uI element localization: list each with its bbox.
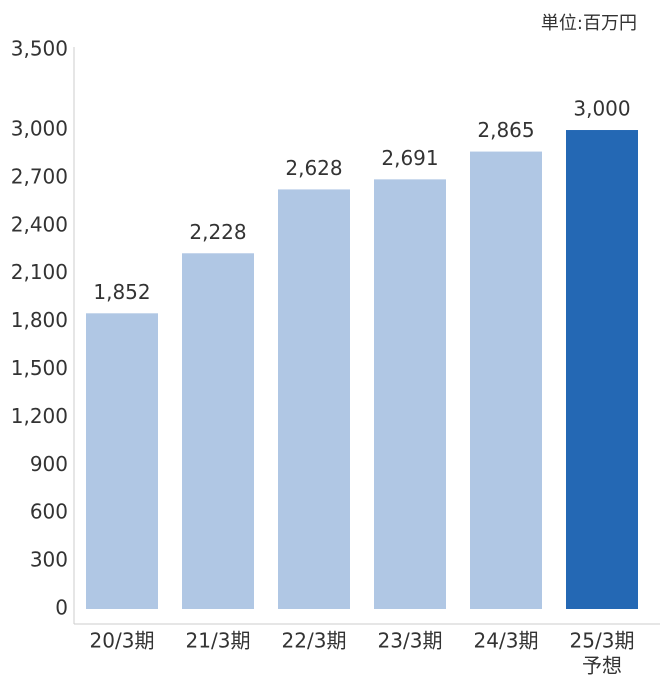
bar	[278, 189, 350, 610]
y-tick-label: 900	[30, 452, 68, 476]
y-tick-label: 2,100	[11, 260, 68, 284]
value-label: 3,000	[573, 97, 630, 121]
x-tick-label: 24/3期	[474, 629, 539, 653]
bar	[566, 130, 638, 610]
x-tick-label: 25/3期	[570, 629, 635, 653]
x-tick-label: 21/3期	[186, 629, 251, 653]
bar	[182, 253, 254, 609]
y-tick-label: 3,000	[11, 117, 68, 141]
value-label: 2,228	[189, 220, 246, 244]
y-tick-label: 1,800	[11, 308, 68, 332]
value-label: 1,852	[93, 280, 150, 304]
bar	[470, 151, 542, 609]
y-tick-label: 300	[30, 548, 68, 572]
bar	[86, 313, 158, 609]
value-label: 2,628	[285, 156, 342, 180]
y-tick-label: 600	[30, 500, 68, 524]
bar	[374, 179, 446, 609]
y-tick-label: 0	[55, 596, 68, 620]
x-tick-label: 20/3期	[90, 629, 155, 653]
y-tick-label: 2,700	[11, 164, 68, 188]
value-label: 2,865	[477, 118, 534, 142]
y-tick-label: 3,500	[11, 37, 68, 61]
unit-label: 単位:百万円	[541, 13, 637, 34]
y-tick-label: 2,400	[11, 212, 68, 236]
x-tick-label: 23/3期	[378, 629, 443, 653]
forecast-label: 予想	[582, 654, 622, 678]
value-label: 2,691	[381, 146, 438, 170]
y-tick-label: 1,200	[11, 404, 68, 428]
x-tick-label: 22/3期	[282, 629, 347, 653]
y-tick-label: 1,500	[11, 356, 68, 380]
